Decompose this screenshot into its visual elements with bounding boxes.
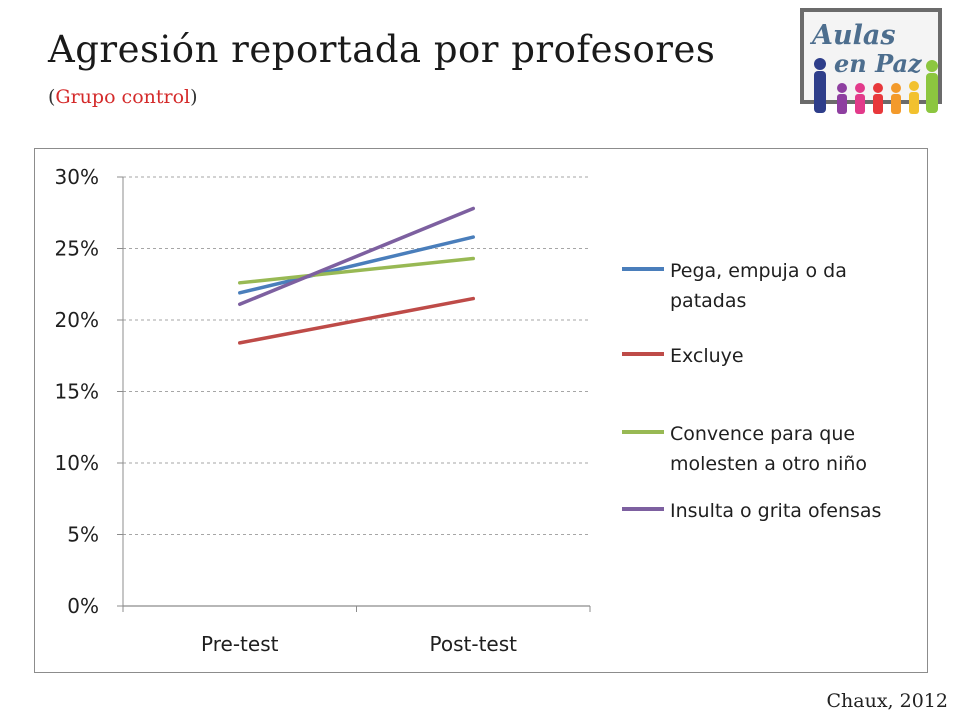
y-tick-label: 20% (55, 308, 99, 332)
subtitle-text: Grupo control (55, 86, 191, 108)
series-line-0 (238, 235, 475, 295)
y-tick-label: 30% (55, 165, 99, 189)
series-line-3 (238, 206, 475, 307)
legend-item-insulta: Insulta o grita ofensas (622, 496, 920, 526)
subtitle-open-paren: ( (48, 86, 56, 108)
legend-swatch-excluye (622, 352, 664, 356)
page-subtitle: (Grupo control) (48, 86, 198, 108)
legend-item-excluye: Excluye (622, 341, 920, 371)
subtitle-close-paren: ) (190, 86, 198, 108)
legend-swatch-convence (622, 430, 664, 434)
logo-text-line2: en Paz (834, 49, 923, 78)
legend-label-convence: Convence para que molesten a otro niño (670, 423, 868, 475)
legend-label-pega: Pega, empuja o da patadas (670, 260, 847, 312)
x-tick-label: Post-test (430, 632, 518, 656)
chart-frame (34, 148, 928, 673)
series-line-2 (238, 256, 475, 285)
legend-swatch-pega (622, 267, 664, 271)
legend-item-convence: Convence para que molesten a otro niño (622, 419, 920, 479)
aulas-en-paz-logo: Aulas en Paz (800, 8, 942, 114)
y-tick-label: 5% (67, 523, 99, 547)
series-line-1 (238, 296, 475, 345)
page-title: Agresión reportada por profesores (48, 28, 716, 71)
legend-item-pega: Pega, empuja o da patadas (622, 256, 920, 316)
logo-text-line1: Aulas (809, 20, 896, 51)
logo-figures (814, 58, 938, 114)
legend-swatch-insulta (622, 507, 664, 511)
y-tick-label: 15% (55, 380, 99, 404)
x-tick-label: Pre-test (201, 632, 279, 656)
y-tick-label: 10% (55, 451, 99, 475)
y-tick-label: 25% (55, 237, 99, 261)
legend-label-excluye: Excluye (670, 345, 744, 367)
y-tick-label: 0% (67, 594, 99, 618)
source-credit: Chaux, 2012 (826, 690, 949, 712)
legend-label-insulta: Insulta o grita ofensas (670, 500, 882, 522)
